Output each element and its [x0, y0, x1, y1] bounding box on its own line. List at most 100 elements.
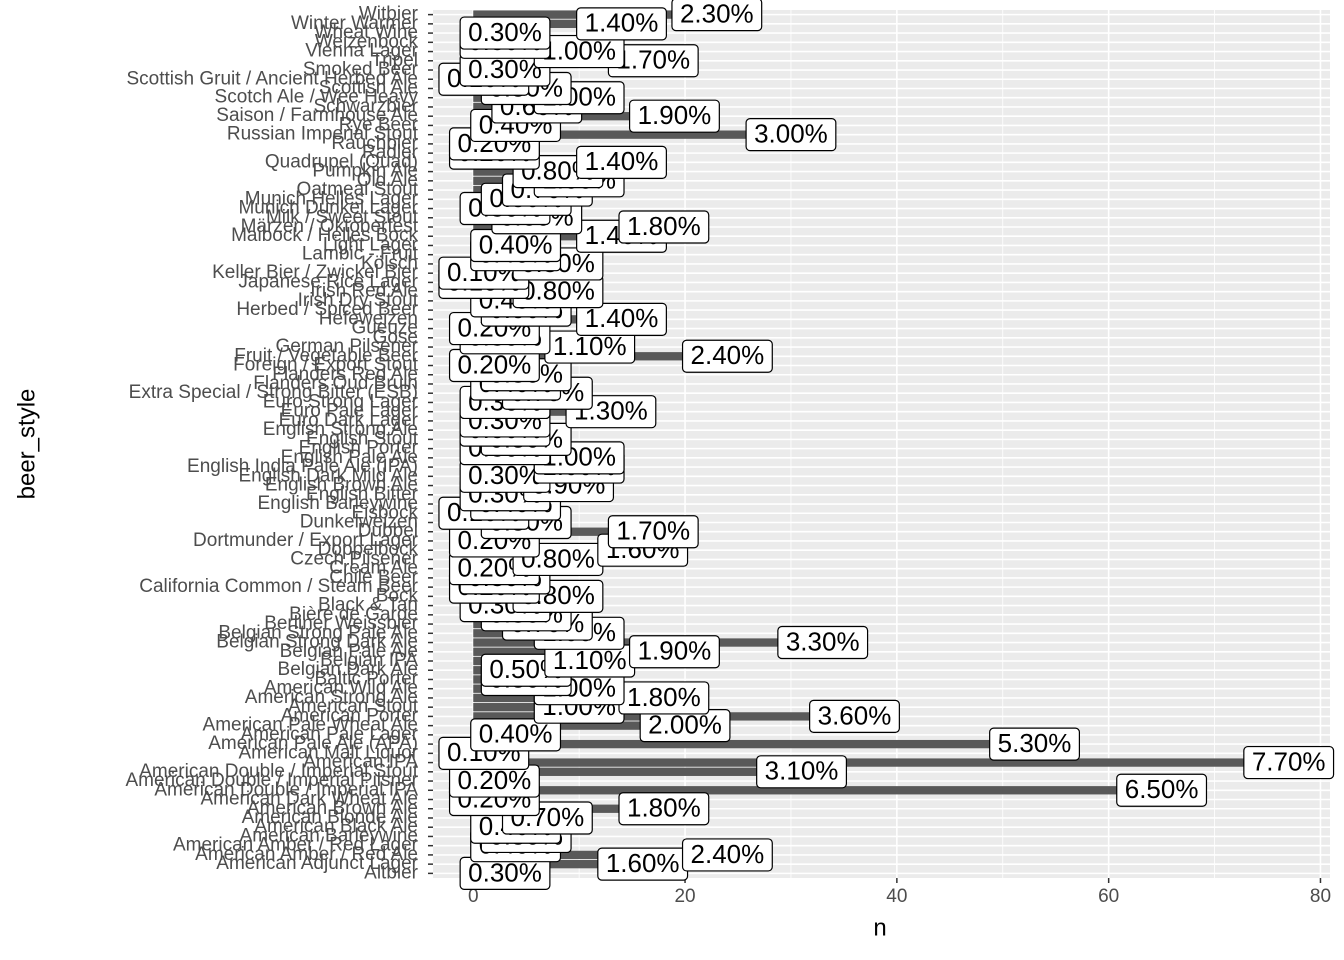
- y-tick-label: German Pilsener: [275, 336, 418, 357]
- y-tick-label: Scotch Ale / Wee Heavy: [215, 87, 419, 108]
- y-tick-label: Altbier: [364, 862, 419, 883]
- y-tick-label: Irish Red Ale: [310, 281, 418, 302]
- data-label-text: 3.00%: [754, 119, 828, 149]
- data-label: 0.30%: [459, 16, 551, 50]
- data-label-text: 0.30%: [468, 17, 542, 47]
- x-tick-label: 0: [468, 886, 479, 907]
- y-tick-label: Euro Dark Lager: [279, 410, 419, 431]
- bar: [473, 721, 686, 730]
- y-tick-label: Belgian Strong Dark Ale: [216, 632, 418, 653]
- data-label: 1.60%: [597, 847, 689, 881]
- y-tick-label: English Brown Ale: [265, 475, 418, 496]
- data-label-box: [1243, 745, 1335, 780]
- y-tick-label: Gueuze: [351, 318, 418, 339]
- y-tick-label: Witbier: [359, 4, 419, 25]
- data-label-box: [1116, 773, 1208, 807]
- y-tick-label: English India Pale Ale (IPA): [187, 456, 418, 477]
- y-tick-label: Keller Bier / Zwickel Bier: [212, 262, 419, 283]
- data-label: 3.60%: [809, 699, 900, 734]
- data-label-text: 3.10%: [765, 756, 839, 786]
- data-label-text: 1.80%: [627, 211, 701, 241]
- y-tick-label: Weizenbock: [315, 31, 419, 52]
- y-tick-label: English Stout: [306, 428, 419, 449]
- data-label-text: 2.40%: [691, 839, 765, 869]
- y-tick-label: American Brown Ale: [247, 798, 418, 819]
- y-tick-label: Belgian Strong Pale Ale: [218, 622, 418, 643]
- data-label: 5.30%: [989, 727, 1080, 761]
- data-label: 2.40%: [681, 339, 773, 373]
- y-tick-label: Oatmeal Stout: [297, 179, 419, 200]
- data-label-box: [628, 635, 720, 669]
- y-tick-label: Winter Warmer: [291, 13, 419, 34]
- y-tick-label: Bock: [376, 585, 419, 606]
- bar: [473, 859, 643, 869]
- x-tick-label: 40: [886, 886, 907, 907]
- data-label: 1.80%: [618, 210, 710, 244]
- y-tick-label: Lambic - Fruit: [302, 244, 419, 265]
- y-tick-label: Old Ale: [357, 170, 418, 191]
- y-tick-label: Dortmunder / Export Lager: [193, 530, 419, 551]
- y-tick-label: Irish Dry Stout: [298, 290, 419, 311]
- data-label-text: 5.30%: [998, 728, 1072, 758]
- y-tick-label: Pumpkin Ale: [312, 161, 418, 182]
- y-tick-label: American Black Ale: [254, 816, 418, 837]
- y-tick-label: Märzen / Oktoberfest: [241, 216, 419, 237]
- y-tick-label: Milk / Sweet Stout: [266, 207, 419, 228]
- y-tick-label: Wheat Wine: [315, 22, 418, 43]
- y-tick-label: English Strong Ale: [263, 419, 418, 440]
- data-label-text: 1.90%: [638, 636, 712, 666]
- data-label: 1.80%: [618, 681, 710, 715]
- y-tick-label: Herbed / Spiced Beer: [236, 299, 418, 320]
- x-tick-label: 20: [674, 886, 695, 907]
- y-tick-label: Kölsch: [361, 253, 418, 274]
- y-tick-label: Euro Strong Lager: [263, 391, 419, 412]
- y-tick-label: Schwarzbier: [313, 96, 418, 117]
- data-label-box: [756, 755, 848, 789]
- data-label: 1.90%: [628, 99, 720, 133]
- data-label-text: 7.70%: [1252, 746, 1326, 776]
- data-label: 0.40%: [470, 228, 562, 263]
- data-label-box: [470, 718, 562, 752]
- data-label-text: 1.40%: [585, 8, 659, 38]
- y-tick-label: Euro Pale Lager: [281, 401, 419, 422]
- data-label: 3.30%: [777, 625, 869, 660]
- data-label-text: 1.40%: [585, 146, 659, 176]
- y-tick-label: American Double / Imperial Pilsner: [125, 770, 418, 791]
- data-label-box: [628, 99, 720, 133]
- y-tick-label: Flanders Red Ale: [272, 364, 418, 385]
- y-tick-label: English Barleywine: [257, 493, 418, 514]
- y-tick-label: English Porter: [299, 438, 419, 459]
- data-label: 3.00%: [745, 118, 837, 152]
- y-tick-label: Fruit / Vegetable Beer: [234, 345, 418, 366]
- y-tick-label: American Adjunct Lager: [216, 853, 418, 874]
- data-label: 1.90%: [628, 635, 720, 669]
- y-tick-label: American Blonde Ale: [242, 807, 418, 828]
- data-label-text: 2.40%: [691, 340, 765, 370]
- bar: [473, 739, 1035, 749]
- y-tick-label: English Pale Ale: [281, 447, 418, 468]
- bar: [473, 758, 1289, 767]
- data-label-text: 3.60%: [818, 700, 892, 730]
- y-tick-label: Quadrupel (Quad): [265, 151, 418, 172]
- y-tick-label: Japanese Rice Lager: [238, 271, 418, 292]
- y-tick-label: Foreign / Export Stout: [233, 355, 419, 376]
- data-label-box: [671, 0, 763, 32]
- data-label-text: 1.80%: [627, 682, 701, 712]
- y-tick-label: American Amber / Red Ale: [195, 844, 418, 865]
- y-tick-label: Doppelbock: [318, 539, 419, 560]
- x-axis-title: n: [873, 914, 886, 941]
- y-tick-label: American Double / Imperial IPA: [154, 779, 418, 800]
- y-tick-label: Belgian IPA: [320, 650, 418, 671]
- data-label-text: 3.30%: [786, 626, 860, 656]
- y-tick-label: Eisbock: [351, 502, 418, 523]
- y-tick-label: Radler: [362, 142, 419, 163]
- data-label-text: 1.90%: [638, 100, 712, 130]
- y-tick-label: American Malt Liquor: [238, 742, 418, 763]
- y-tick-label: Maibock / Helles Bock: [231, 225, 418, 246]
- y-tick-label: American Strong Ale: [245, 687, 418, 708]
- data-label-text: 6.50%: [1125, 774, 1199, 804]
- data-label: 0.80%: [512, 542, 604, 577]
- y-tick-label: English Bitter: [306, 484, 419, 505]
- y-tick-label: Flanders Oud Bruin: [253, 373, 418, 394]
- y-tick-label: Russian Imperial Stout: [227, 124, 419, 145]
